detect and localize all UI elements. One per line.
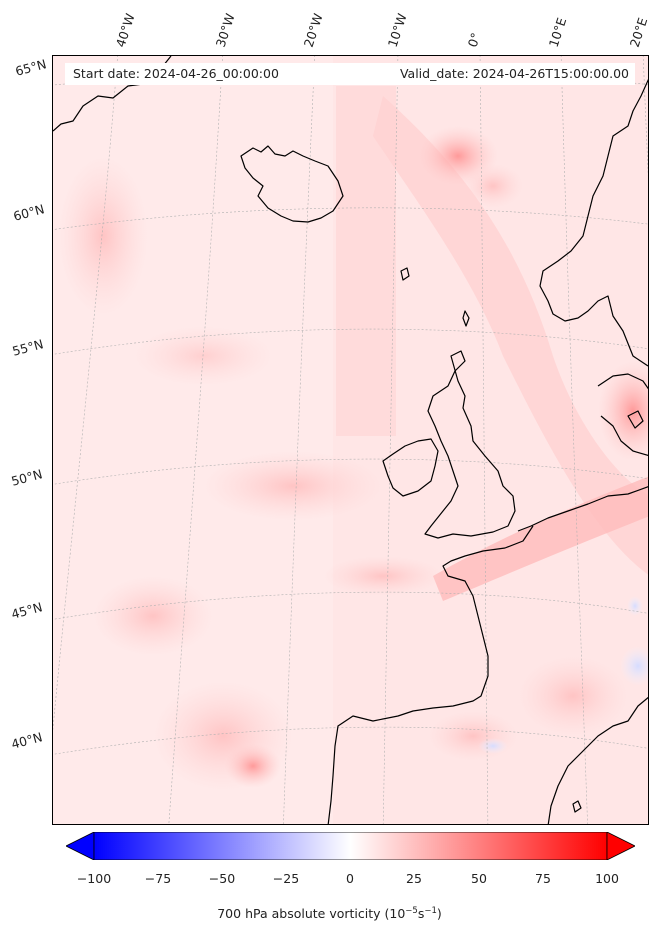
- lon-label-0: 0°: [464, 30, 484, 49]
- colorbar-tick: 100: [595, 871, 619, 886]
- info-bar: Start date: 2024-04-26_00:00:00 Valid_da…: [65, 63, 635, 85]
- lon-label-10w: 10°W: [384, 11, 410, 49]
- lon-label-40w: 40°W: [112, 11, 138, 49]
- baltic-coast: [627, 410, 644, 429]
- lat-label-40n: 40°N: [9, 729, 44, 752]
- colorbar-body: [93, 832, 608, 860]
- colorbar-label: 700 hPa absolute vorticity (10−5s−1): [217, 906, 442, 922]
- map-canvas: [53, 56, 648, 824]
- vorticity-map: [52, 55, 649, 825]
- colorbar-tick: 0: [346, 871, 354, 886]
- lat-label-65n: 65°N: [13, 56, 48, 79]
- lon-label-30w: 30°W: [212, 11, 238, 49]
- faroe-coast: [400, 267, 410, 281]
- colorbar-extend-low: [66, 832, 95, 860]
- colorbar: [66, 832, 635, 860]
- ireland-coast: [382, 438, 439, 497]
- denmark-coast: [597, 373, 648, 457]
- colorbar-tick: 50: [471, 871, 487, 886]
- norway-coast: [539, 78, 648, 367]
- colorbar-tick: 75: [535, 871, 551, 886]
- colorbar-tick: −25: [272, 871, 300, 886]
- iceland-coast: [240, 145, 344, 223]
- valid-date-label: Valid_date: 2024-04-26T15:00:00.00: [399, 66, 629, 81]
- lat-label-50n: 50°N: [9, 466, 44, 489]
- colorbar-tick: −75: [144, 871, 172, 886]
- lon-label-20e: 20°E: [626, 15, 651, 49]
- start-date-label: Start date: 2024-04-26_00:00:00: [73, 66, 279, 81]
- shetland-coast: [462, 310, 470, 327]
- colorbar-tick: −50: [208, 871, 236, 886]
- colorbar-tick: −100: [76, 871, 112, 886]
- corsica-coast: [572, 800, 582, 813]
- lat-label-55n: 55°N: [10, 336, 45, 359]
- lat-label-45n: 45°N: [9, 599, 44, 622]
- vorticity-field: [53, 56, 648, 824]
- lat-label-60n: 60°N: [11, 201, 46, 224]
- colorbar-extend-high: [606, 832, 635, 860]
- continental-coast: [327, 486, 648, 824]
- lon-label-20w: 20°W: [300, 11, 326, 49]
- colorbar-tick: 25: [406, 871, 422, 886]
- great-britain-coast: [424, 350, 516, 539]
- lon-label-10e: 10°E: [545, 15, 570, 49]
